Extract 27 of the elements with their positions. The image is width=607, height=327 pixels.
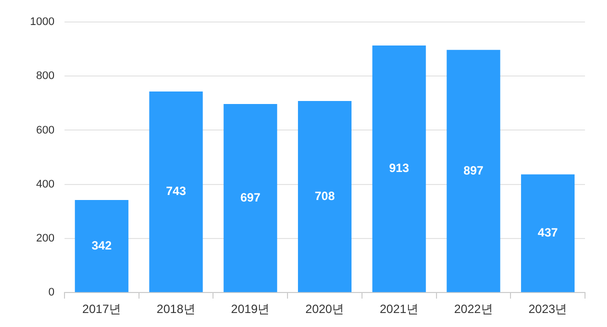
x-tick-label: 2023년 [528,302,568,316]
x-tick-label: 2021년 [380,302,418,316]
data-label: 743 [166,184,186,198]
x-tick-label: 2017년 [82,302,122,316]
x-tick-label: 2020년 [305,302,344,316]
y-tick-label: 600 [36,124,54,136]
bar [149,92,203,292]
y-tick-label: 800 [36,70,54,82]
bar [521,174,575,292]
data-label: 697 [240,190,261,204]
data-label: 342 [92,238,112,252]
data-label: 913 [389,161,410,176]
data-label: 437 [538,226,558,240]
y-tick-label: 400 [36,178,54,190]
y-tick-label: 1000 [30,16,54,28]
y-tick-label: 0 [48,286,54,299]
bar [74,200,128,292]
bar [446,50,500,292]
y-tick-label: 200 [36,232,54,245]
x-tick-label: 2019년 [231,302,270,316]
data-label: 897 [463,163,484,178]
bar [372,46,426,292]
x-tick-label: 2022년 [454,302,493,316]
x-tick-label: 2018년 [156,302,196,316]
data-label: 708 [314,188,336,203]
bar [298,101,352,292]
bar [224,104,278,292]
